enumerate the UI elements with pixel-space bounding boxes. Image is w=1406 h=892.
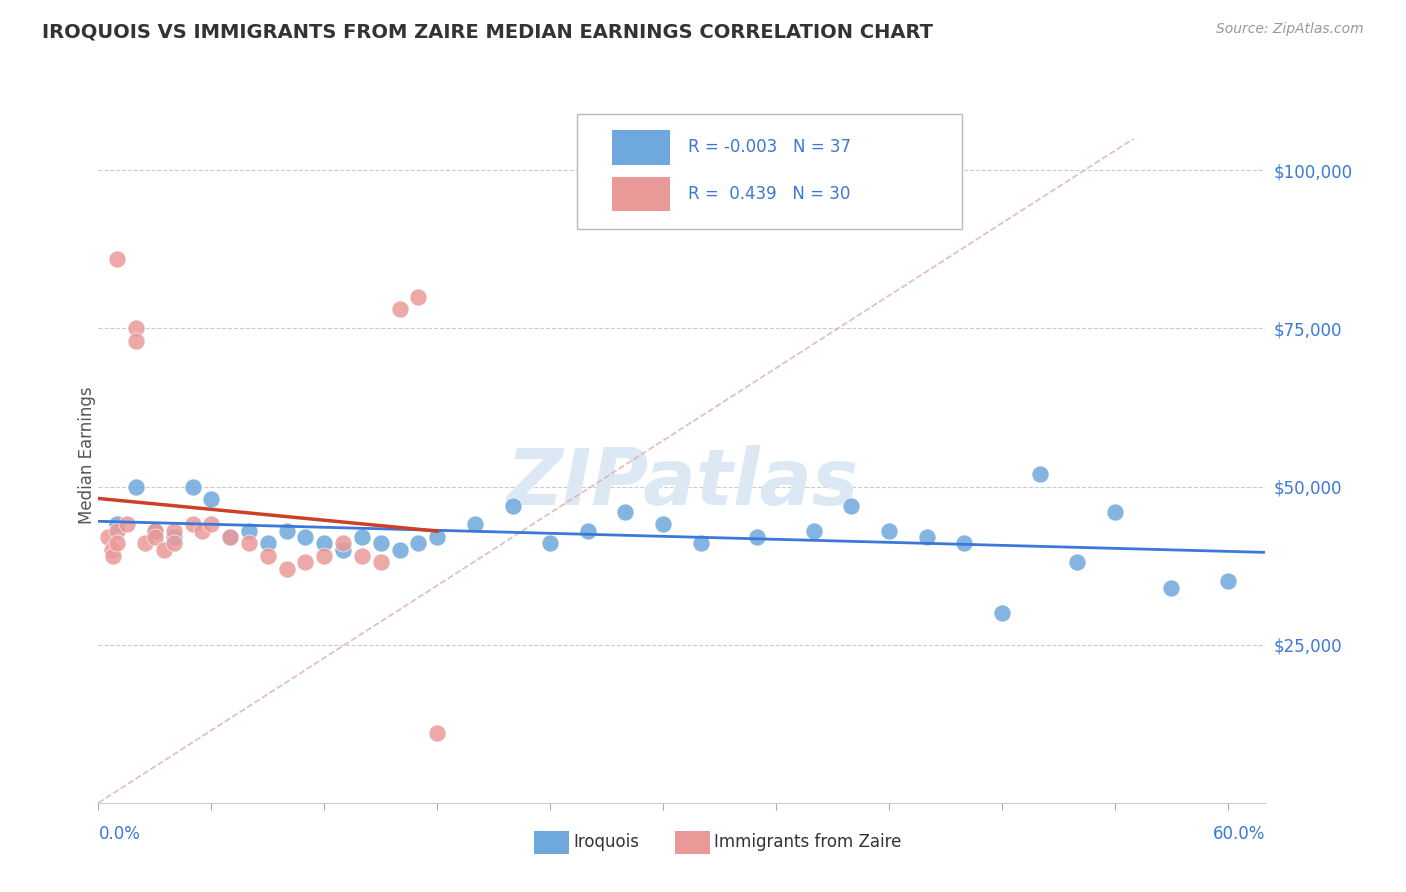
Point [991, 606, 1014, 620]
Bar [612, 177, 671, 211]
Point [256, 536, 278, 550]
Point [839, 499, 862, 513]
Point [97, 530, 120, 544]
Point [200, 517, 222, 532]
Point [877, 524, 900, 538]
Point [652, 517, 675, 532]
Text: R =  0.439   N = 30: R = 0.439 N = 30 [688, 185, 851, 203]
Text: Immigrants from Zaire: Immigrants from Zaire [714, 833, 901, 852]
Point [276, 524, 298, 538]
Point [408, 536, 430, 550]
Point [1216, 574, 1239, 589]
Point [915, 530, 938, 544]
Text: 0.0%: 0.0% [98, 825, 141, 843]
Point [294, 556, 316, 570]
Text: ZIPatlas: ZIPatlas [506, 445, 858, 521]
Text: R = -0.003   N = 37: R = -0.003 N = 37 [688, 138, 851, 156]
Point [1104, 505, 1126, 519]
Point [181, 479, 204, 493]
Point [143, 524, 166, 538]
Point [115, 517, 138, 532]
Point [125, 479, 148, 493]
Point [143, 530, 166, 544]
Point [219, 530, 242, 544]
Point [1028, 467, 1050, 481]
Point [803, 524, 825, 538]
Point [370, 556, 392, 570]
Point [200, 492, 222, 507]
Point [219, 530, 242, 544]
Point [314, 536, 336, 550]
Point [103, 549, 125, 563]
Point [163, 530, 186, 544]
Point [408, 290, 430, 304]
Point [576, 524, 599, 538]
Bar [612, 130, 671, 165]
Point [350, 549, 373, 563]
Text: Iroquois: Iroquois [574, 833, 640, 852]
Text: IROQUOIS VS IMMIGRANTS FROM ZAIRE MEDIAN EARNINGS CORRELATION CHART: IROQUOIS VS IMMIGRANTS FROM ZAIRE MEDIAN… [42, 22, 934, 41]
Point [105, 524, 128, 538]
FancyBboxPatch shape [576, 114, 962, 229]
Point [181, 517, 204, 532]
Point [125, 334, 148, 348]
Point [163, 524, 186, 538]
Point [105, 517, 128, 532]
Point [191, 524, 214, 538]
Point [100, 542, 122, 557]
Text: 60.0%: 60.0% [1213, 825, 1265, 843]
Point [426, 530, 449, 544]
Point [388, 302, 411, 317]
Point [314, 549, 336, 563]
Point [502, 499, 524, 513]
Point [256, 549, 278, 563]
Point [464, 517, 486, 532]
Point [276, 562, 298, 576]
Point [332, 542, 354, 557]
Point [125, 321, 148, 335]
Point [143, 524, 166, 538]
Point [134, 536, 156, 550]
Point [370, 536, 392, 550]
Point [1066, 556, 1088, 570]
Point [238, 536, 260, 550]
Point [953, 536, 976, 550]
Point [614, 505, 637, 519]
Point [163, 536, 186, 550]
Point [747, 530, 769, 544]
Point [238, 524, 260, 538]
Point [294, 530, 316, 544]
Point [105, 252, 128, 266]
Text: Source: ZipAtlas.com: Source: ZipAtlas.com [1216, 22, 1364, 37]
Point [332, 536, 354, 550]
Point [538, 536, 561, 550]
Point [105, 536, 128, 550]
Point [388, 542, 411, 557]
Y-axis label: Median Earnings: Median Earnings [79, 386, 96, 524]
Point [426, 726, 449, 740]
Point [689, 536, 711, 550]
Point [1160, 581, 1182, 595]
Point [153, 542, 176, 557]
Point [350, 530, 373, 544]
